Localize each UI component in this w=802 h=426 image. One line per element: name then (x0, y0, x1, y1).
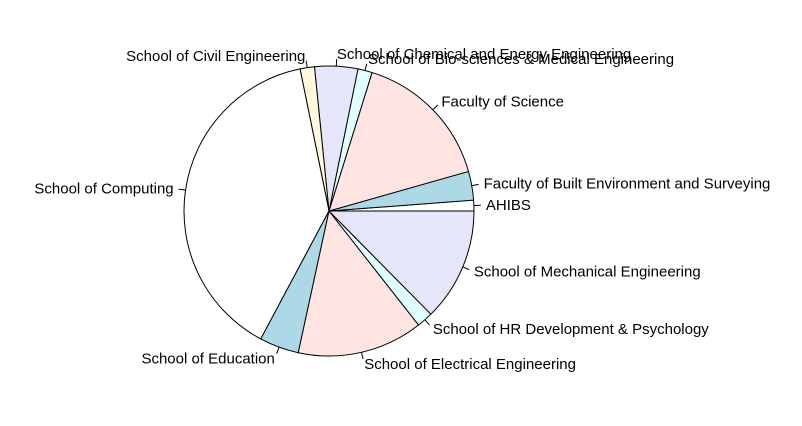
slice-label-faculty-of-built-environment-and-surveying: Faculty of Built Environment and Surveyi… (484, 176, 771, 193)
pie-slice-school-of-mechanical-engineering (327, 210, 475, 315)
slice-label-school-of-civil-engineering: School of Civil Engineering (126, 48, 305, 65)
slice-labels: AHIBS Faculty of Built Environment and Su… (34, 46, 770, 373)
slice-label-faculty-of-science: Faculty of Science (441, 93, 564, 110)
leader-line-school-of-mechanical-engineering (462, 266, 470, 271)
slice-label-ahibs: AHIBS (486, 197, 531, 214)
pie-slice-school-of-electrical-engineering (297, 209, 420, 357)
leader-line-school-of-electrical-engineering (361, 352, 364, 360)
label-leader-lines (178, 59, 481, 360)
leader-line-school-of-bio-sciences-medical-engineering (364, 63, 368, 71)
leader-line-faculty-of-science (432, 104, 439, 111)
leader-line-school-of-hr-development-psychology (424, 319, 430, 326)
leader-line-school-of-education (276, 346, 280, 354)
slice-label-school-of-mechanical-engineering: School of Mechanical Engineering (474, 264, 701, 281)
slice-label-school-of-chemical-and-energy-engineering: School of Chemical and Energy Engineerin… (337, 46, 631, 63)
slice-label-school-of-electrical-engineering: School of Electrical Engineering (364, 356, 576, 373)
leader-line-school-of-civil-engineering (305, 60, 308, 68)
pie-slice-faculty-of-science (328, 71, 470, 212)
leader-line-faculty-of-built-environment-and-surveying (471, 183, 479, 187)
slice-label-school-of-hr-development-psychology: School of HR Development & Psychology (433, 321, 709, 338)
slice-label-school-of-education: School of Education (141, 350, 274, 367)
pie-slice-school-of-computing (183, 68, 330, 340)
leader-line-school-of-computing (178, 188, 186, 191)
slice-label-school-of-bio-sciences-medical-engineering: School of Bio-sciences & Medical Enginee… (368, 51, 674, 68)
slice-label-school-of-computing: School of Computing (34, 180, 173, 197)
pie-slices (183, 65, 475, 357)
